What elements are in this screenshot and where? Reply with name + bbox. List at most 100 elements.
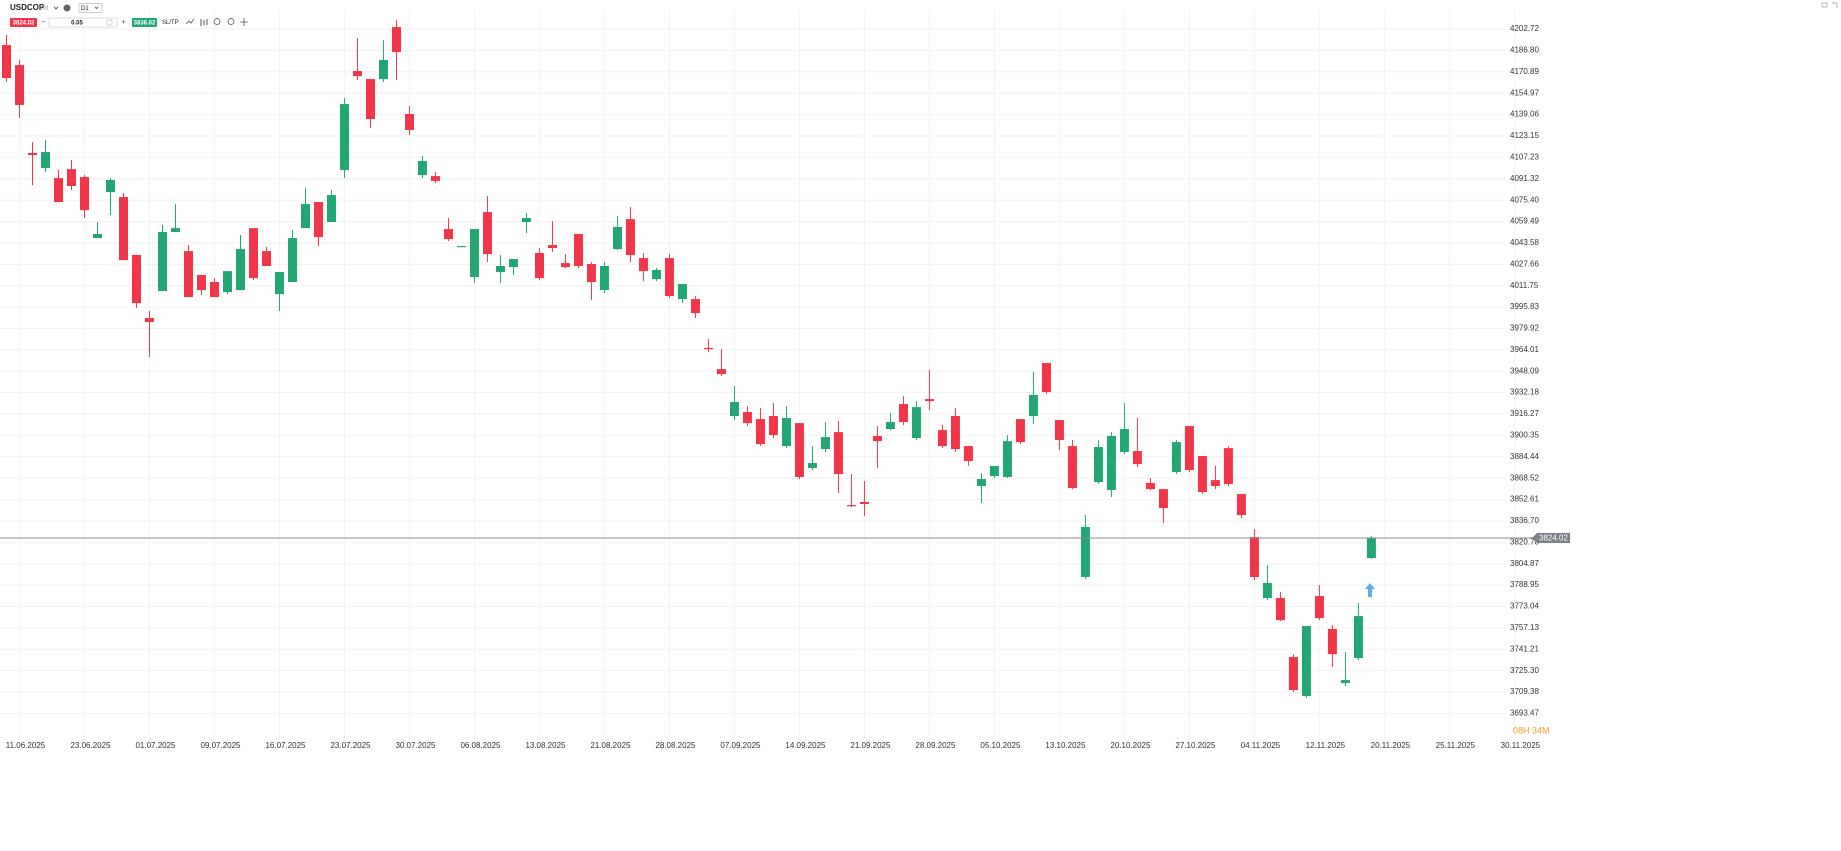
window-icon[interactable] — [1821, 2, 1828, 8]
minus-button[interactable]: − — [41, 18, 46, 27]
candle-body — [92, 234, 102, 239]
current-price-tag — [1532, 532, 1570, 543]
candle-body — [586, 263, 596, 283]
candle-body — [560, 263, 570, 268]
y-tick-label: 4011.75 — [1510, 281, 1539, 290]
candle-body — [872, 436, 882, 442]
symbol-dropdown[interactable] — [53, 6, 59, 10]
candle-body — [1015, 419, 1025, 443]
axes: 4202.72 4186.80 4170.89 4154.97 4139.06 4123.… — [6, 24, 1570, 750]
candle-body — [521, 218, 531, 223]
candle-body — [261, 251, 271, 267]
candle-body — [547, 245, 557, 249]
y-tick-label: 3773.04 — [1510, 602, 1539, 611]
y-tick-label: 4123.15 — [1510, 131, 1539, 140]
volume-input[interactable] — [48, 17, 118, 28]
candle-body — [105, 180, 115, 193]
candle-type-icon[interactable] — [200, 19, 208, 26]
x-tick-label: 25.11.2025 — [1436, 741, 1476, 750]
candle-body — [768, 415, 778, 436]
y-tick-label: 3757.13 — [1510, 623, 1539, 632]
candle-body — [1093, 447, 1103, 483]
x-tick-label: 20.10.2025 — [1110, 741, 1151, 750]
candle-body — [703, 347, 713, 350]
candle-body — [469, 229, 479, 278]
candle-body — [1054, 420, 1064, 441]
candle-body — [508, 259, 518, 268]
x-tick-label: 23.07.2025 — [330, 741, 371, 750]
x-tick-label: 30.07.2025 — [395, 741, 436, 750]
y-tick-label: 3836.70 — [1510, 516, 1539, 525]
candle-body — [339, 104, 349, 171]
x-tick-label: 11.06.2025 — [6, 741, 46, 750]
candle-body — [846, 505, 856, 507]
y-tick-label: 4091.32 — [1510, 174, 1539, 183]
plus-button[interactable]: + — [121, 18, 126, 27]
candle-body — [937, 430, 947, 447]
zoom-in-icon[interactable] — [227, 18, 235, 25]
y-tick-label: 3820.78 — [1510, 537, 1539, 546]
buy-button[interactable] — [132, 18, 157, 27]
candle-body — [976, 479, 986, 487]
candle-body — [1119, 429, 1129, 453]
info-icon[interactable] — [63, 4, 71, 12]
x-tick-label: 28.09.2025 — [915, 741, 956, 750]
candle-body — [144, 318, 154, 323]
candle-body — [404, 114, 414, 131]
sltp-button[interactable]: SL/TP — [162, 20, 179, 26]
candle-body — [391, 27, 401, 53]
sell-button[interactable] — [10, 18, 37, 27]
candle-body — [53, 178, 63, 203]
candle-body — [495, 266, 505, 273]
expand-icon[interactable] — [1832, 2, 1838, 8]
candle-body — [742, 412, 752, 424]
x-tick-label: 30.11.2025 — [1501, 741, 1541, 750]
candle-body — [1028, 395, 1038, 416]
timeframe-caret — [94, 6, 99, 10]
candle-body — [1041, 363, 1051, 393]
candle-body — [443, 229, 453, 239]
candle-body — [287, 238, 297, 283]
timeframe-select[interactable] — [78, 3, 103, 13]
x-tick-label: 16.07.2025 — [265, 741, 306, 750]
candle-body — [1184, 426, 1194, 471]
candle-body — [651, 270, 661, 280]
instrument-type: cfd — [40, 6, 48, 12]
zoom-out-icon[interactable] — [213, 18, 221, 25]
candles — [0, 20, 1533, 699]
current-price-label: 3824.02 — [1539, 534, 1568, 543]
symbol[interactable]: USDCOP — [10, 3, 45, 12]
candle-body — [963, 446, 973, 462]
candle-body — [755, 419, 765, 445]
candle-body — [1301, 626, 1311, 697]
candle-body — [1106, 436, 1116, 491]
candle-body — [924, 399, 934, 402]
x-tick-label: 04.11.2025 — [1241, 741, 1281, 750]
candle-body — [820, 437, 830, 450]
candle-body — [27, 152, 37, 156]
candle-countdown: 08H 34M — [1513, 725, 1550, 735]
candle-body — [1223, 448, 1233, 484]
candle-body — [235, 249, 245, 291]
candle-body — [1236, 494, 1246, 516]
x-tick-label: 21.09.2025 — [850, 741, 891, 750]
y-tick-label: 3916.27 — [1510, 409, 1539, 418]
y-tick-label: 3900.35 — [1510, 431, 1539, 440]
candle-body — [950, 415, 960, 450]
line-chart-icon[interactable] — [185, 18, 195, 25]
candle-body — [1197, 456, 1207, 493]
candle-body — [482, 212, 492, 255]
candle-body — [1132, 451, 1142, 465]
x-tick-label: 13.08.2025 — [525, 741, 566, 750]
crosshair-icon[interactable] — [240, 18, 248, 26]
candle-body — [196, 275, 206, 291]
x-tick-label: 13.10.2025 — [1045, 741, 1086, 750]
y-tick-label: 3693.47 — [1510, 709, 1539, 718]
candle-body — [677, 284, 687, 300]
y-tick-label: 4059.49 — [1510, 217, 1539, 226]
volume: 0.05 — [71, 20, 83, 26]
y-tick-label: 4186.80 — [1510, 46, 1539, 55]
candle-body — [456, 245, 466, 248]
buy-price: 3836.02 — [134, 20, 156, 26]
